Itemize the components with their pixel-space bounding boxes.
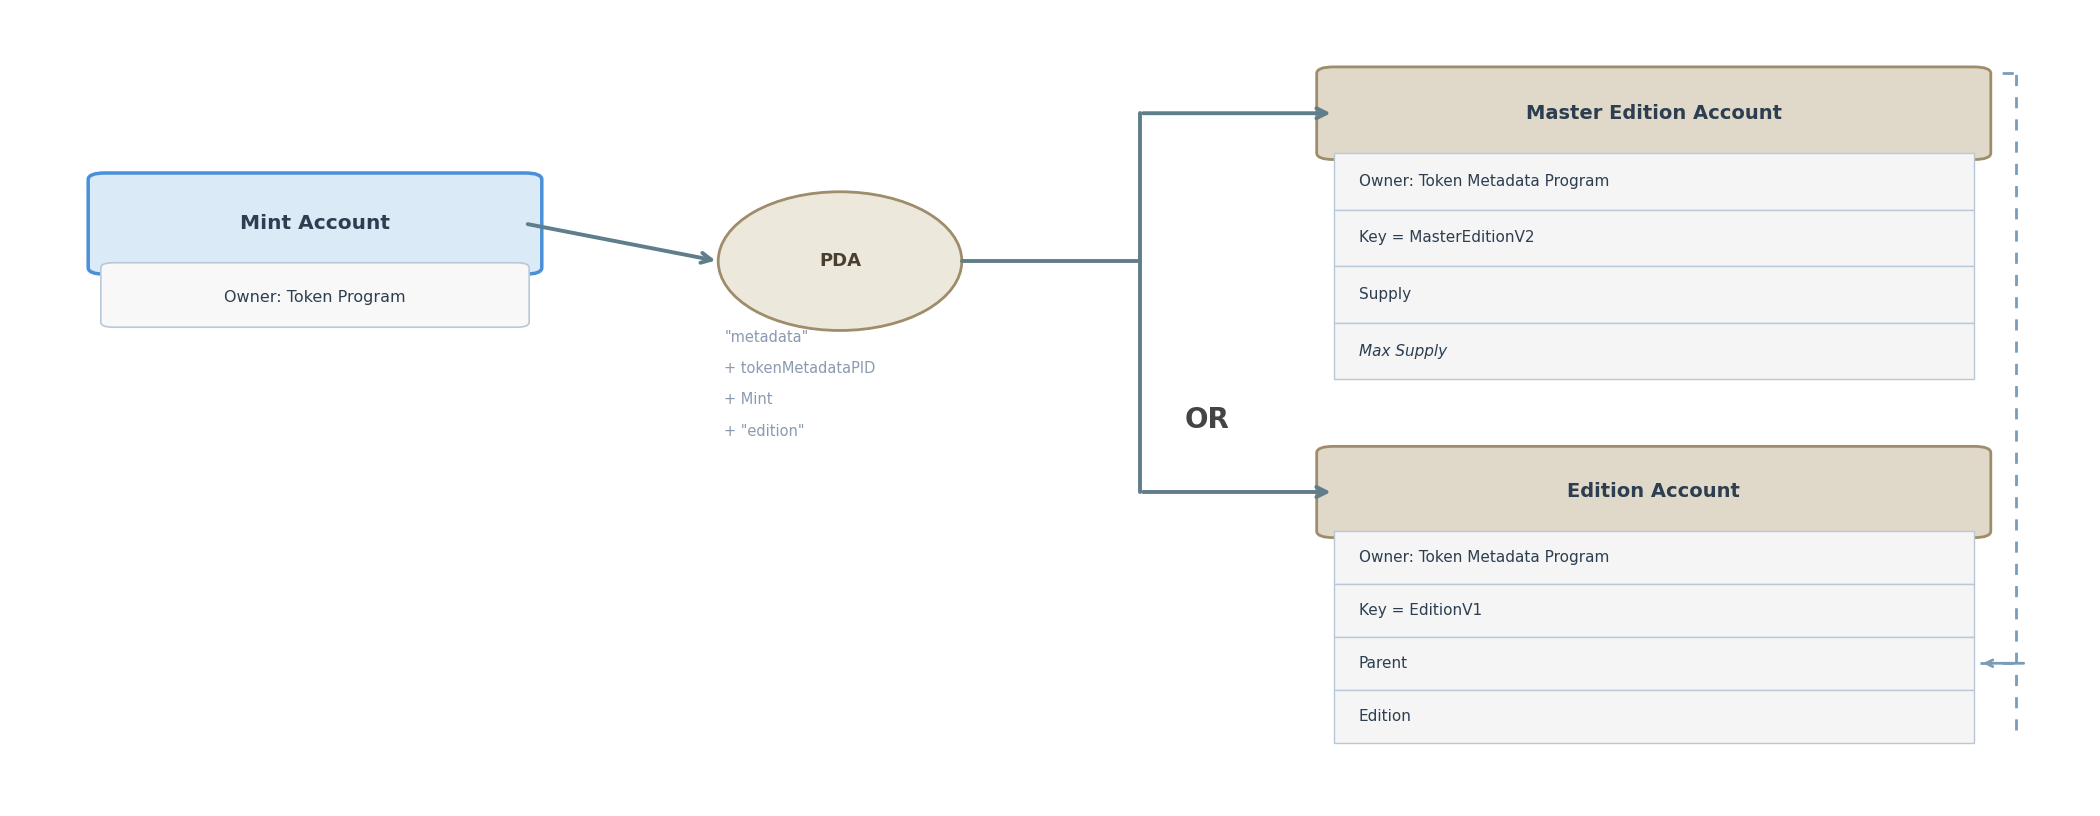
FancyBboxPatch shape xyxy=(1317,446,1991,538)
Ellipse shape xyxy=(718,192,962,330)
FancyBboxPatch shape xyxy=(1334,584,1974,636)
Text: Edition: Edition xyxy=(1359,708,1411,724)
FancyBboxPatch shape xyxy=(1334,531,1974,584)
Text: Owner: Token Metadata Program: Owner: Token Metadata Program xyxy=(1359,174,1609,188)
Text: PDA: PDA xyxy=(819,252,861,270)
FancyBboxPatch shape xyxy=(1334,323,1974,379)
FancyBboxPatch shape xyxy=(101,263,529,327)
FancyBboxPatch shape xyxy=(1334,690,1974,743)
Text: Key = EditionV1: Key = EditionV1 xyxy=(1359,603,1483,618)
Text: OR: OR xyxy=(1184,406,1231,434)
FancyBboxPatch shape xyxy=(1334,153,1974,210)
FancyBboxPatch shape xyxy=(88,173,542,274)
Text: "metadata": "metadata" xyxy=(724,330,809,345)
Text: Owner: Token Program: Owner: Token Program xyxy=(225,290,405,304)
Text: + tokenMetadataPID: + tokenMetadataPID xyxy=(724,361,876,376)
Text: Max Supply: Max Supply xyxy=(1359,344,1447,359)
Text: Key = MasterEditionV2: Key = MasterEditionV2 xyxy=(1359,230,1535,246)
Text: + "edition": + "edition" xyxy=(724,424,804,438)
Text: + Mint: + Mint xyxy=(724,392,773,407)
Text: Supply: Supply xyxy=(1359,287,1411,302)
Text: Mint Account: Mint Account xyxy=(239,214,391,233)
FancyBboxPatch shape xyxy=(1317,67,1991,160)
Text: Parent: Parent xyxy=(1359,656,1407,671)
FancyBboxPatch shape xyxy=(1334,266,1974,323)
FancyBboxPatch shape xyxy=(1334,210,1974,266)
Text: Master Edition Account: Master Edition Account xyxy=(1527,104,1781,122)
Text: Owner: Token Metadata Program: Owner: Token Metadata Program xyxy=(1359,550,1609,565)
FancyBboxPatch shape xyxy=(1334,636,1974,690)
Text: Edition Account: Edition Account xyxy=(1567,482,1741,502)
